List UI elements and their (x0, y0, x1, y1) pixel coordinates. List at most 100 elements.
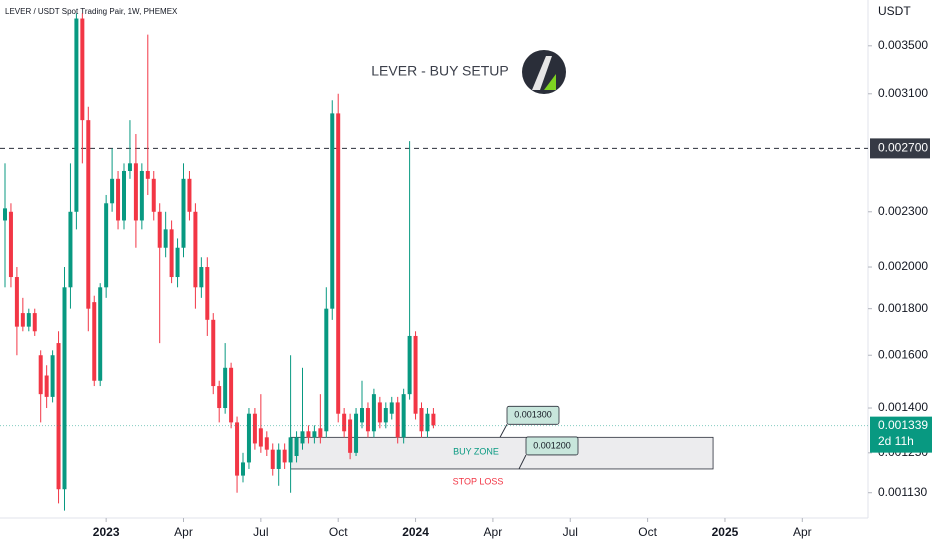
candle-body (74, 18, 79, 212)
candle-body (217, 386, 222, 409)
candle-body (371, 394, 376, 432)
candle-body (431, 413, 436, 426)
candle-body (20, 313, 25, 327)
zone-pointer (518, 454, 527, 470)
candle-body (92, 302, 97, 381)
x-tick-label: 2023 (93, 525, 120, 539)
candle-body (252, 413, 257, 444)
candle-body (264, 437, 269, 450)
candle-body (282, 449, 287, 463)
y-tick-label: 0.001130 (878, 485, 927, 499)
zone-value-label: 0.001200 (533, 440, 571, 450)
candle-body (336, 113, 341, 414)
candle-body (205, 267, 210, 320)
x-tick-label: Apr (484, 525, 503, 539)
candle-body (306, 431, 311, 438)
candle-body (181, 178, 186, 248)
candle-body (312, 431, 317, 438)
candle-body (50, 355, 55, 397)
stop-loss-label: STOP LOSS (453, 476, 504, 486)
candle-body (389, 402, 394, 414)
countdown: 2d 11h (878, 434, 914, 448)
y-tick-label: 0.002300 (878, 204, 928, 218)
candle-body (383, 408, 388, 423)
x-tick-label: Oct (329, 525, 348, 539)
candle-body (127, 163, 132, 171)
candle-body (401, 394, 406, 438)
candle-body (348, 419, 353, 453)
candle-body (14, 277, 19, 327)
candle-body (365, 408, 370, 432)
candle-body (324, 308, 329, 432)
candle-body (104, 203, 109, 288)
candle-body (175, 247, 180, 278)
candle-body (187, 178, 192, 212)
candle-body (318, 428, 323, 438)
candle-body (241, 462, 246, 476)
current-label: 0.001339 (878, 418, 928, 432)
candle-body (419, 408, 424, 432)
candle-body (342, 413, 347, 432)
candle-body (425, 413, 430, 432)
chart-title: LEVER - BUY SETUP (371, 63, 508, 79)
x-tick-label: 2024 (402, 525, 429, 539)
candle-body (68, 211, 73, 288)
candle-body (32, 313, 37, 332)
y-tick-label: 0.003500 (878, 38, 928, 52)
x-tick-label: 2025 (712, 525, 739, 539)
candle-body (157, 211, 162, 248)
zone-value-label: 0.001300 (514, 410, 552, 420)
zone-label-bg (525, 436, 579, 456)
y-tick-label: 0.002000 (878, 259, 928, 273)
candle-body (86, 120, 91, 309)
logo (522, 50, 566, 94)
candle-body (2, 208, 7, 221)
candle-body (122, 170, 126, 221)
candle-body (44, 375, 49, 397)
zone-label-bg (506, 405, 560, 425)
candle-body (199, 267, 204, 288)
candle-body (407, 335, 412, 395)
candle-body (300, 431, 305, 444)
candle-body (26, 313, 31, 327)
x-tick-label: Jul (253, 525, 268, 539)
candle-body (223, 367, 228, 409)
current-label-bg (870, 416, 932, 453)
y-tick-label: 0.001600 (878, 347, 928, 361)
x-tick-label: Oct (638, 525, 657, 539)
y-tick-label: 0.001800 (878, 301, 928, 315)
y-tick-label: 0.001400 (878, 400, 928, 414)
candle-body (330, 113, 335, 309)
candle-body (110, 178, 115, 204)
candle-body (395, 402, 400, 438)
buy-zone (290, 436, 714, 470)
candle-body (354, 413, 359, 453)
level-label: 0.002700 (878, 141, 928, 155)
candle-body (145, 170, 150, 179)
candle-body (211, 319, 216, 387)
candle-body (294, 437, 299, 456)
candle-body (169, 229, 174, 278)
candle-body (56, 343, 61, 490)
y-tick-label: 0.003100 (878, 86, 928, 100)
candle-body (38, 355, 43, 395)
x-tick-label: Apr (793, 525, 812, 539)
header: LEVER / USDT Spot Trading Pair, 1W, PHEM… (5, 7, 178, 16)
candle-body (98, 287, 103, 381)
candle-body (360, 408, 365, 423)
candle-body (377, 402, 382, 423)
candle-body (258, 428, 263, 447)
candle-body (80, 18, 85, 121)
buy-zone-label: BUY ZONE (453, 447, 499, 457)
zone-pointer (499, 424, 508, 438)
candle-body (413, 335, 418, 414)
candle-body (8, 211, 13, 278)
level-label-bg (870, 138, 930, 159)
candle-body (151, 178, 156, 212)
candle-body (139, 170, 144, 221)
x-tick-label: Apr (174, 525, 193, 539)
candle-body (62, 287, 67, 490)
candle-body (193, 211, 198, 288)
